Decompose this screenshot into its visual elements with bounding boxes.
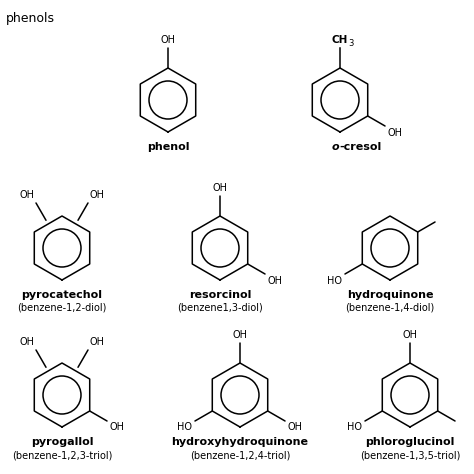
Text: (benzene-1,2,3-triol): (benzene-1,2,3-triol) [12,450,112,460]
Text: (benzene-1,3,5-triol): (benzene-1,3,5-triol) [360,450,460,460]
Text: (benzene-1,4-diol): (benzene-1,4-diol) [346,303,435,313]
Text: OH: OH [268,275,283,285]
Text: phenols: phenols [6,12,55,25]
Text: (benzene1,3-diol): (benzene1,3-diol) [177,303,263,313]
Text: 3: 3 [348,39,354,48]
Text: pyrogallol: pyrogallol [31,437,93,447]
Text: phloroglucinol: phloroglucinol [365,437,455,447]
Text: (benzene-1,2-diol): (benzene-1,2-diol) [18,303,107,313]
Text: pyrocatechol: pyrocatechol [21,290,102,300]
Text: hydroxyhydroquinone: hydroxyhydroquinone [172,437,309,447]
Text: OH: OH [90,191,104,201]
Text: (benzene-1,2,4-triol): (benzene-1,2,4-triol) [190,450,290,460]
Text: HO: HO [177,422,192,432]
Text: CH: CH [332,35,348,45]
Text: OH: OH [288,422,302,432]
Text: OH: OH [402,330,418,340]
Text: HO: HO [347,422,362,432]
Text: HO: HO [328,275,342,285]
Text: OH: OH [212,183,228,193]
Text: resorcinol: resorcinol [189,290,251,300]
Text: -cresol: -cresol [339,142,381,152]
Text: OH: OH [161,35,175,45]
Text: OH: OH [388,128,402,137]
Text: phenol: phenol [147,142,189,152]
Text: hydroquinone: hydroquinone [347,290,433,300]
Text: OH: OH [19,191,35,201]
Text: OH: OH [90,337,104,347]
Text: OH: OH [109,422,125,432]
Text: OH: OH [19,337,35,347]
Text: OH: OH [233,330,247,340]
Text: o: o [331,142,339,152]
